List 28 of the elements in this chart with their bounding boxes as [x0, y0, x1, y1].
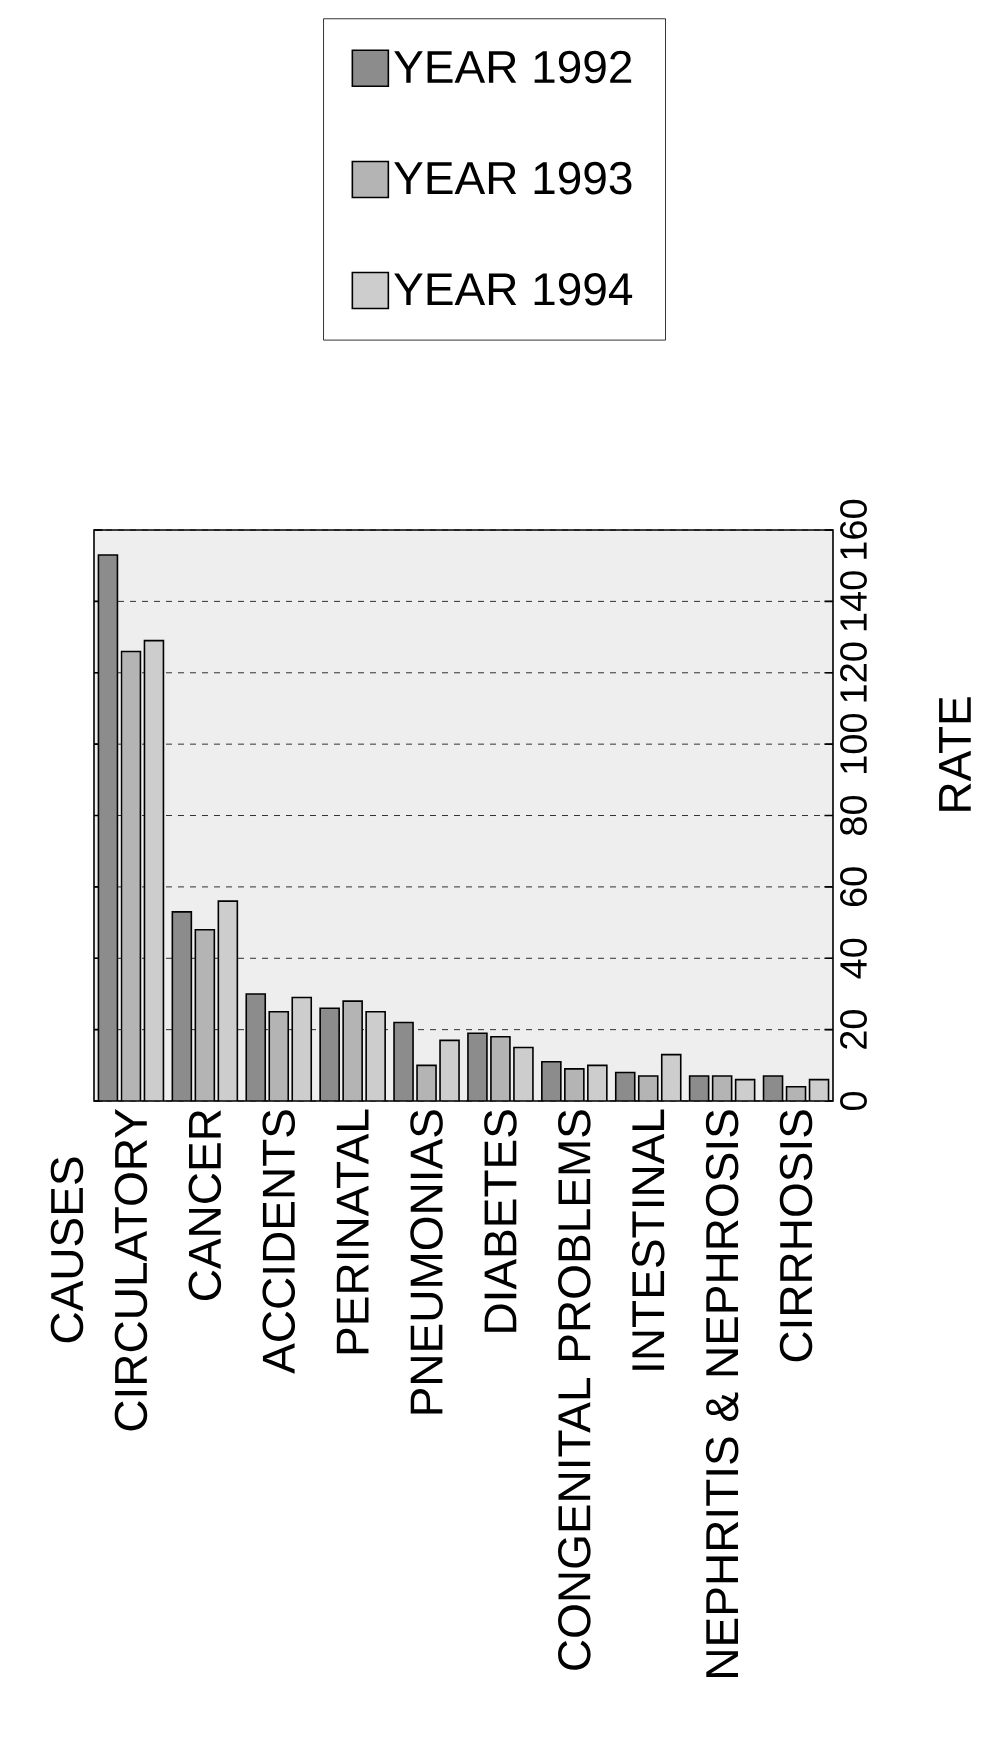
y-tick-label: 20	[840, 1010, 867, 1049]
legend-label: YEAR 1993	[394, 161, 632, 195]
x-tick-label: DIABETES	[484, 1110, 517, 1332]
x-tick-label: NEPHRITIS & NEPHROSIS	[705, 1110, 739, 1677]
x-tick-label: ACCIDENTS	[262, 1110, 296, 1374]
bar	[97, 554, 119, 1102]
y-tick-label: 160	[840, 499, 867, 559]
y-tick-label: 40	[840, 938, 867, 979]
x-tick-label: PNEUMONIAS	[410, 1110, 443, 1414]
x-tick-label: CONGENITAL PROBLEMS	[558, 1110, 591, 1670]
legend-label: YEAR 1994	[394, 272, 633, 306]
y-tick-label: 140	[840, 571, 867, 631]
x-tick-label: PERINATAL	[336, 1109, 369, 1354]
text: CAUSES	[50, 1157, 84, 1343]
bar	[143, 639, 165, 1102]
bar	[217, 900, 239, 1102]
y-tick-label: 80	[840, 795, 867, 835]
y-axis-title: RATE	[939, 697, 971, 811]
legend-label: YEAR 1992	[394, 50, 632, 84]
y-tick-label: 100	[840, 713, 867, 773]
x-tick-label: CIRCULATORY	[114, 1109, 148, 1431]
x-tick-label: CANCER	[188, 1110, 222, 1301]
y-tick-label: 0	[840, 1091, 867, 1111]
x-tick-label: INTESTINAL	[631, 1109, 665, 1370]
y-tick-label: 120	[840, 642, 867, 702]
bar	[171, 911, 193, 1102]
x-tick-label: CIRRHOSIS	[779, 1110, 813, 1362]
y-tick-label: 60	[840, 867, 867, 907]
